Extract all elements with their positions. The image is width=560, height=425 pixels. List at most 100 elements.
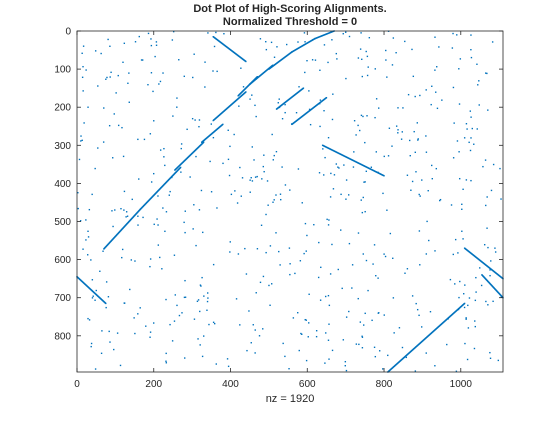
scatter-point bbox=[249, 98, 251, 100]
scatter-point bbox=[259, 38, 262, 40]
scatter-point bbox=[153, 322, 155, 324]
x-tick-label: 800 bbox=[376, 379, 393, 390]
scatter-point bbox=[278, 98, 280, 100]
scatter-point bbox=[384, 255, 387, 258]
scatter-point bbox=[123, 42, 126, 45]
scatter-point bbox=[323, 44, 326, 46]
scatter-point bbox=[203, 335, 205, 337]
scatter-point bbox=[463, 306, 466, 309]
scatter-point bbox=[436, 107, 439, 110]
scatter-point bbox=[398, 327, 401, 329]
scatter-point bbox=[254, 329, 256, 331]
scatter-point bbox=[469, 110, 472, 112]
scatter-point bbox=[372, 263, 374, 265]
scatter-point bbox=[147, 32, 150, 35]
scatter-point bbox=[206, 300, 209, 303]
scatter-point bbox=[150, 72, 153, 74]
scatter-point bbox=[327, 136, 330, 139]
scatter-point bbox=[298, 349, 300, 352]
scatter-point bbox=[305, 359, 308, 362]
scatter-point bbox=[80, 135, 82, 137]
scatter-point bbox=[467, 304, 469, 307]
scatter-point bbox=[364, 181, 366, 183]
scatter-point bbox=[482, 165, 484, 168]
scatter-point bbox=[174, 294, 176, 296]
scatter-point bbox=[487, 304, 489, 306]
scatter-point bbox=[216, 207, 218, 209]
scatter-point bbox=[338, 167, 340, 169]
scatter-point bbox=[268, 284, 270, 287]
scatter-point bbox=[157, 195, 159, 197]
scatter-point bbox=[458, 296, 460, 299]
scatter-point bbox=[229, 145, 231, 148]
scatter-point bbox=[134, 41, 137, 43]
scatter-point bbox=[91, 297, 94, 299]
scatter-point bbox=[281, 118, 284, 120]
scatter-point bbox=[366, 55, 369, 58]
scatter-point bbox=[465, 179, 468, 181]
scatter-point bbox=[297, 312, 299, 314]
scatter-point bbox=[199, 344, 201, 346]
scatter-point bbox=[361, 75, 364, 78]
scatter-point bbox=[367, 66, 369, 68]
scatter-point bbox=[172, 30, 175, 33]
scatter-point bbox=[284, 103, 286, 106]
scatter-point bbox=[487, 109, 489, 111]
scatter-point bbox=[90, 259, 92, 261]
scatter-point bbox=[265, 213, 267, 216]
scatter-point bbox=[353, 120, 356, 122]
scatter-point bbox=[212, 321, 215, 324]
scatter-point bbox=[149, 331, 152, 333]
scatter-point bbox=[105, 281, 108, 283]
scatter-point bbox=[105, 306, 107, 309]
scatter-point bbox=[165, 352, 167, 355]
scatter-point bbox=[181, 312, 183, 314]
scatter-point bbox=[201, 276, 203, 279]
scatter-point bbox=[484, 159, 487, 161]
scatter-point bbox=[329, 196, 332, 198]
scatter-point bbox=[434, 69, 436, 71]
scatter-point bbox=[134, 332, 136, 335]
scatter-point bbox=[207, 32, 209, 34]
scatter-point bbox=[199, 284, 202, 286]
scatter-point bbox=[78, 158, 81, 161]
scatter-point bbox=[401, 346, 404, 349]
scatter-point bbox=[242, 86, 245, 88]
scatter-point bbox=[411, 180, 414, 183]
scatter-point bbox=[318, 241, 320, 244]
scatter-point bbox=[248, 310, 250, 312]
scatter-point bbox=[458, 177, 461, 180]
scatter-point bbox=[215, 31, 217, 34]
scatter-point bbox=[397, 132, 399, 134]
x-tick-label: 600 bbox=[299, 379, 316, 390]
scatter-point bbox=[332, 188, 335, 190]
scatter-point bbox=[455, 370, 458, 372]
scatter-point bbox=[470, 137, 472, 139]
scatter-point bbox=[393, 332, 395, 334]
scatter-point bbox=[123, 190, 126, 193]
alignment-point bbox=[222, 123, 224, 126]
scatter-point bbox=[183, 296, 186, 299]
scatter-point bbox=[201, 355, 204, 358]
scatter-point bbox=[173, 254, 176, 256]
scatter-point bbox=[412, 75, 415, 78]
scatter-point bbox=[459, 280, 461, 283]
scatter-point bbox=[486, 196, 488, 198]
scatter-point bbox=[406, 268, 409, 270]
scatter-point bbox=[83, 122, 85, 124]
scatter-point bbox=[309, 123, 312, 126]
scatter-point bbox=[453, 122, 455, 124]
scatter-point bbox=[99, 270, 101, 272]
scatter-point bbox=[385, 49, 387, 52]
scatter-point bbox=[395, 125, 398, 127]
scatter-point bbox=[351, 287, 353, 289]
scatter-point bbox=[150, 181, 153, 183]
scatter-point bbox=[207, 297, 209, 299]
scatter-point bbox=[406, 174, 409, 176]
scatter-point bbox=[109, 45, 111, 47]
scatter-point bbox=[240, 195, 242, 197]
scatter-point bbox=[81, 52, 83, 55]
scatter-point bbox=[355, 134, 357, 136]
scatter-point bbox=[373, 244, 376, 246]
scatter-point bbox=[281, 166, 283, 168]
